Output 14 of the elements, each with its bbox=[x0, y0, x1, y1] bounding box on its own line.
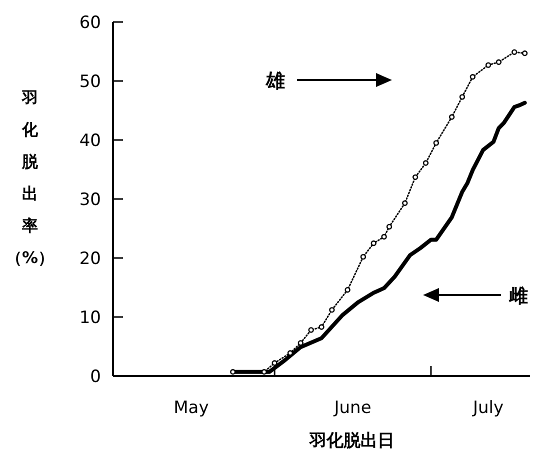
y-tick-label: 10 bbox=[79, 308, 101, 328]
x-tick-label: May bbox=[174, 398, 209, 418]
annotation: 雌 bbox=[508, 285, 528, 307]
y-tick-label: 50 bbox=[79, 72, 101, 92]
x-axis-title: 羽化脱出日 bbox=[308, 431, 394, 451]
x-tick-label: June bbox=[333, 398, 372, 418]
y-tick-label: 60 bbox=[79, 13, 101, 33]
y-tick-label: 20 bbox=[79, 249, 101, 269]
y-tick-label: 0 bbox=[90, 367, 101, 387]
y-tick-label: 30 bbox=[79, 190, 101, 210]
y-tick-label: 40 bbox=[79, 131, 101, 151]
annotation: 雄 bbox=[265, 70, 285, 92]
y-axis-title: 羽化脱出率（%） bbox=[6, 88, 54, 267]
x-tick-label: July bbox=[472, 398, 504, 418]
